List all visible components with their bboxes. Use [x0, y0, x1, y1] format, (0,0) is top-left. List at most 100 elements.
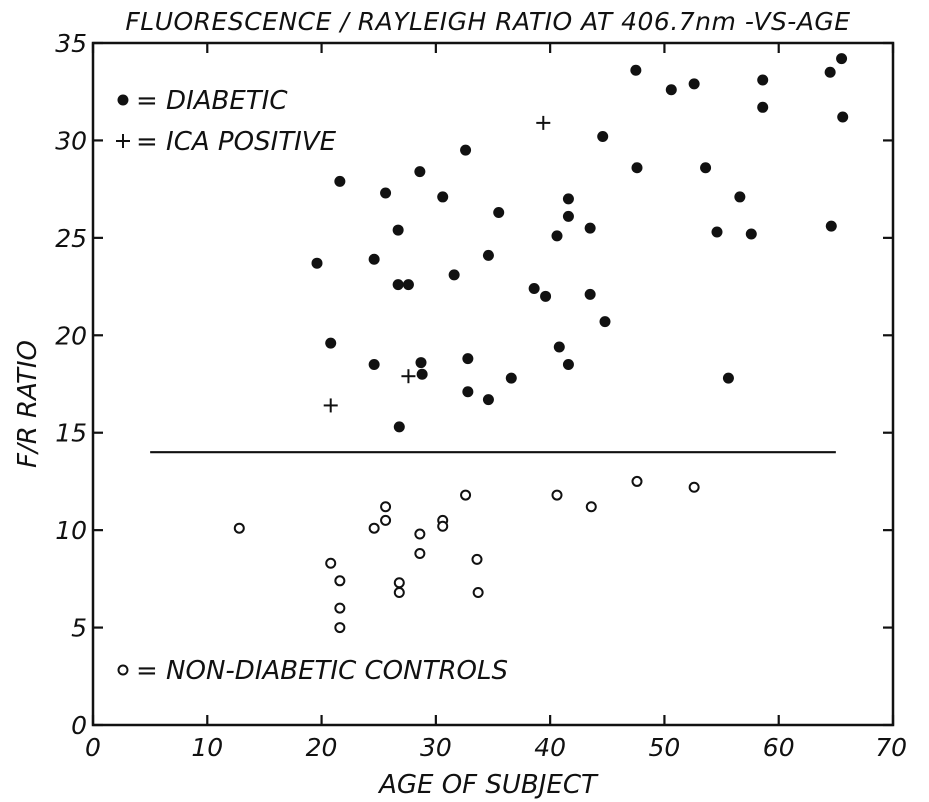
control-point	[393, 577, 405, 589]
legend-diabetic-label: = DIABETIC	[136, 86, 288, 116]
diabetic-point	[700, 162, 712, 174]
diabetic-point	[380, 187, 392, 199]
control-point	[414, 548, 426, 560]
control-point	[437, 520, 449, 532]
y-tick-label: 20	[55, 321, 87, 350]
ica-positive-point	[323, 398, 338, 413]
y-tick-label: 0	[71, 711, 87, 740]
legend-controls-marker	[117, 664, 129, 676]
chart-title: FLUORESCENCE / RAYLEIGH RATIO AT 406.7nm…	[125, 7, 850, 36]
axis-ticks	[91, 41, 895, 727]
control-point	[380, 514, 392, 526]
control-point	[688, 481, 700, 493]
diabetic-point	[462, 386, 474, 398]
diabetic-point	[482, 249, 494, 261]
diabetic-point	[334, 175, 346, 187]
diabetic-point	[562, 210, 574, 222]
ica-positive-point	[536, 115, 551, 130]
diabetic-point	[553, 341, 565, 353]
y-axis-label: F/R RATIO	[13, 340, 43, 468]
x-tick-labels: 0 10 20 30 40 50 60 70	[85, 733, 907, 762]
diabetic-point	[757, 74, 769, 86]
diabetic-point	[584, 222, 596, 234]
y-tick-label: 30	[55, 126, 87, 155]
plot-frame	[91, 41, 895, 727]
control-point	[631, 475, 643, 487]
diabetic-point	[837, 111, 849, 123]
diabetic-point	[757, 101, 769, 113]
ica-positive-point	[401, 369, 416, 384]
control-point	[334, 602, 346, 614]
diabetic-point	[597, 131, 609, 143]
diabetic-point	[460, 144, 472, 156]
y-tick-label: 35	[55, 29, 87, 58]
diabetic-point	[493, 207, 505, 219]
legend: = DIABETIC = ICA POSITIVE = NON-DIABETIC…	[116, 86, 508, 686]
diabetic-point	[528, 283, 540, 295]
diabetic-point	[402, 279, 414, 291]
control-point	[334, 575, 346, 587]
control-point	[368, 522, 380, 534]
y-tick-label: 10	[55, 516, 87, 545]
x-tick-label: 60	[763, 733, 795, 762]
x-tick-label: 20	[306, 733, 338, 762]
legend-ica-label: = ICA POSITIVE	[136, 127, 337, 157]
diabetic-point	[437, 191, 449, 203]
legend-controls-label: = NON-DIABETIC CONTROLS	[136, 656, 508, 686]
diabetic-point	[392, 279, 404, 291]
diabetic-point	[630, 64, 642, 76]
x-tick-label: 0	[85, 733, 101, 762]
diabetic-point	[368, 359, 380, 371]
y-tick-label: 15	[55, 419, 87, 448]
diabetic-point	[734, 191, 746, 203]
control-point	[233, 522, 245, 534]
diabetic-point	[722, 372, 734, 384]
diabetic-point	[688, 78, 700, 90]
diabetic-point	[414, 166, 426, 178]
diabetic-point	[311, 257, 323, 269]
control-point	[471, 553, 483, 565]
diabetic-point	[392, 224, 404, 236]
control-point	[414, 528, 426, 540]
diabetic-point	[631, 162, 643, 174]
diabetic-point	[462, 353, 474, 365]
diabetic-point	[745, 228, 757, 240]
control-point	[460, 489, 472, 501]
control-point	[380, 501, 392, 513]
x-axis-label: AGE OF SUBJECT	[377, 770, 599, 800]
control-point	[472, 586, 484, 598]
control-point	[325, 557, 337, 569]
control-point	[393, 586, 405, 598]
legend-ica-marker	[116, 134, 130, 148]
diabetic-point	[505, 372, 517, 384]
diabetic-point	[599, 316, 611, 328]
x-tick-label: 70	[875, 733, 907, 762]
diabetic-point	[711, 226, 723, 238]
diabetic-point	[825, 220, 837, 232]
x-tick-label: 50	[649, 733, 681, 762]
diabetic-point	[665, 84, 677, 96]
diabetic-point	[824, 66, 836, 78]
diabetic-point	[551, 230, 563, 242]
x-tick-label: 10	[191, 733, 223, 762]
diabetic-point	[325, 337, 337, 349]
x-tick-label: 30	[420, 733, 452, 762]
y-tick-label: 25	[55, 224, 87, 253]
x-tick-label: 40	[534, 733, 566, 762]
y-tick-label: 5	[71, 614, 87, 643]
diabetic-point	[368, 253, 380, 265]
diabetic-point	[448, 269, 460, 281]
control-point	[334, 622, 346, 634]
control-point	[551, 489, 563, 501]
diabetic-point	[584, 288, 596, 300]
diabetic-point	[540, 290, 552, 302]
diabetic-point	[562, 193, 574, 205]
diabetic-point	[416, 368, 428, 380]
y-tick-labels: 0 5 10 15 20 25 30 35	[55, 29, 87, 740]
legend-diabetic-marker	[117, 94, 129, 106]
diabetic-point	[562, 359, 574, 371]
diabetic-point	[415, 357, 427, 369]
diabetic-point	[482, 394, 494, 406]
data-points	[233, 53, 849, 634]
